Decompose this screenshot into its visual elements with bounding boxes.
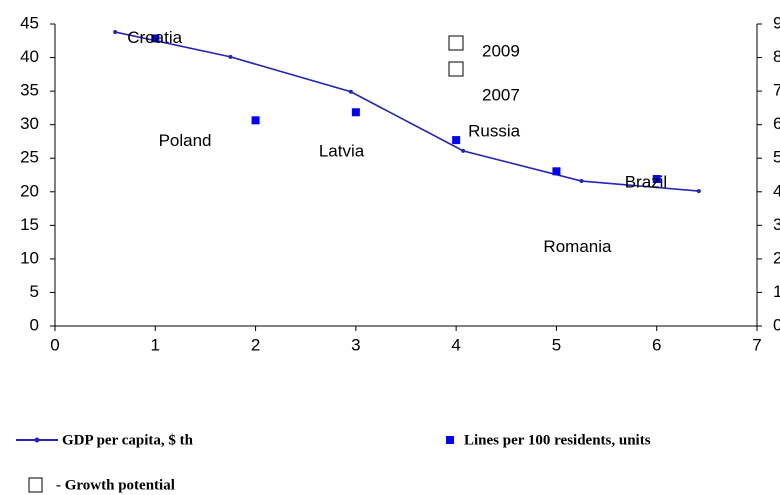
point-label: Russia	[468, 122, 521, 141]
annotation-box	[448, 35, 464, 51]
x-tick-label: 0	[50, 335, 59, 354]
y-tick-label: 40	[20, 47, 39, 66]
line-marker	[579, 179, 584, 184]
line-marker	[113, 30, 118, 35]
y-tick-label: 0	[30, 315, 39, 334]
x-tick-label: 2	[251, 335, 260, 354]
legend-marker	[446, 436, 454, 444]
scatter-point	[552, 167, 561, 176]
scatter-point	[151, 34, 160, 43]
y2-tick-label: 8	[773, 47, 780, 66]
y-tick-label: 5	[30, 282, 39, 301]
y2-tick-label: 0	[773, 315, 780, 334]
annotation: 2009	[482, 41, 520, 60]
scatter-point	[652, 175, 661, 184]
point-label: Latvia	[319, 142, 365, 161]
line-marker	[696, 189, 701, 194]
y2-tick-label: 4	[773, 181, 780, 200]
y2-tick-label: 7	[773, 81, 780, 100]
legend-label: Lines per 100 residents, units	[464, 432, 651, 448]
annotation: 2007	[482, 85, 520, 104]
annotation-box	[448, 61, 464, 77]
scatter-point	[452, 136, 461, 145]
y2-tick-label: 1	[773, 282, 780, 301]
point-label: Croatia	[127, 28, 182, 47]
y-tick-label: 35	[20, 81, 39, 100]
x-tick-label: 1	[151, 335, 160, 354]
point-label: Poland	[159, 131, 212, 150]
legend-label: - Growth potential	[56, 477, 175, 493]
y2-tick-label: 6	[773, 114, 780, 133]
x-tick-label: 7	[752, 335, 761, 354]
y-tick-label: 10	[20, 248, 39, 267]
x-tick-label: 4	[451, 335, 460, 354]
y2-tick-label: 2	[773, 248, 780, 267]
y-tick-label: 20	[20, 181, 39, 200]
scatter-point	[251, 116, 260, 125]
y2-tick-label: 5	[773, 148, 780, 167]
x-tick-label: 6	[652, 335, 661, 354]
y-tick-label: 30	[20, 114, 39, 133]
legend-label: GDP per capita, $ th	[62, 432, 194, 448]
y-tick-label: 15	[20, 215, 39, 234]
line-marker	[461, 148, 466, 153]
x-tick-label: 3	[351, 335, 360, 354]
line-marker	[228, 54, 233, 59]
y2-tick-label: 3	[773, 215, 780, 234]
x-tick-label: 5	[552, 335, 561, 354]
scatter-point	[351, 108, 360, 117]
line-marker	[348, 89, 353, 94]
y-tick-label: 25	[20, 148, 39, 167]
legend-marker	[34, 437, 40, 443]
point-label: Brazil	[625, 173, 668, 192]
y2-tick-label: 9	[773, 13, 780, 32]
y-tick-label: 45	[20, 13, 39, 32]
legend-box	[28, 477, 43, 493]
line	[115, 31, 699, 192]
point-label: Romania	[543, 237, 612, 256]
